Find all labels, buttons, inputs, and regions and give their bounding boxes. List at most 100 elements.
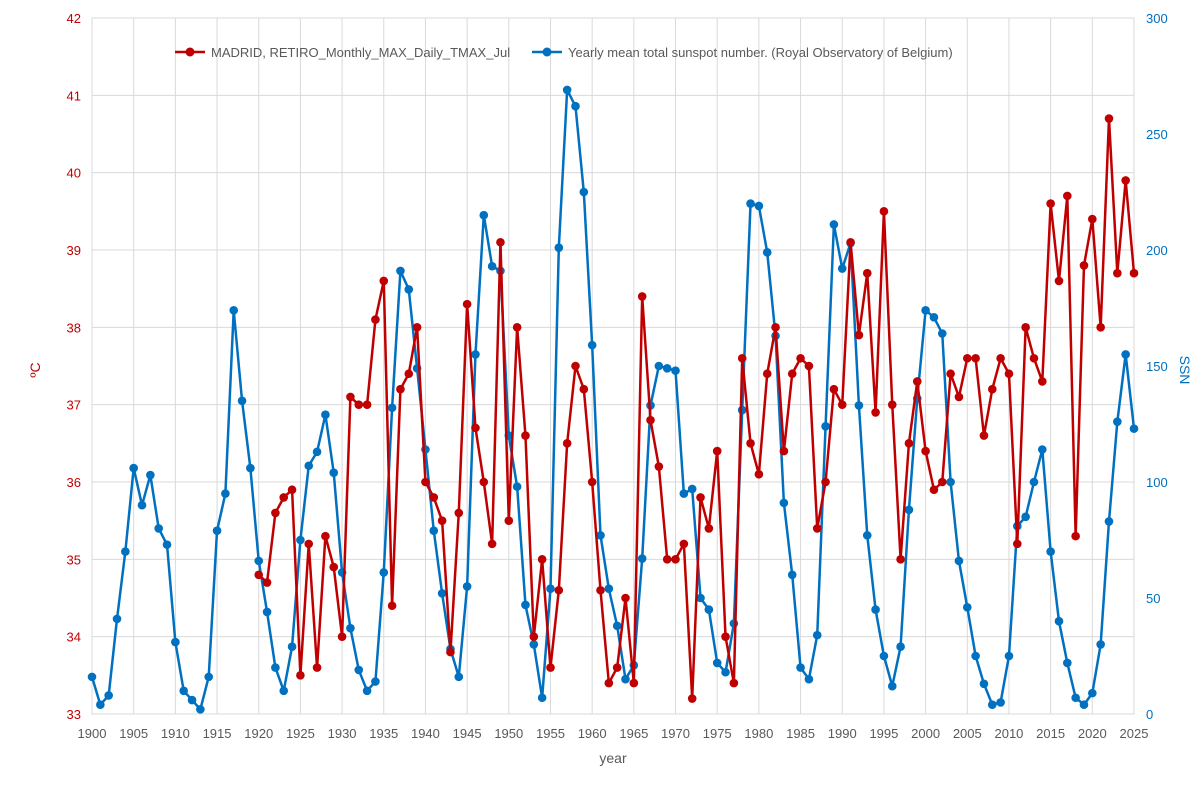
data-point-sunspots [237,396,247,406]
data-point-temperature [587,477,597,487]
data-point-sunspots [287,642,297,652]
data-point-sunspots [121,547,130,556]
left-tick-label: 42 [67,11,81,26]
data-point-sunspots [954,556,964,566]
data-point-temperature [912,377,922,386]
x-tick-label: 1965 [619,726,648,741]
data-point-sunspots [621,674,630,684]
data-point-sunspots [612,621,622,631]
right-axis-ticks: 0 50 100 150 200 250 300 [1146,11,1168,722]
data-point-temperature [854,330,864,340]
data-point-sunspots [996,698,1005,707]
data-point-temperature [521,431,530,440]
data-point-temperature [996,353,1005,363]
x-tick-label: 2010 [994,726,1023,741]
data-point-temperature [779,446,789,456]
data-point-temperature [596,585,605,595]
data-point-sunspots [1096,640,1105,649]
data-point-temperature [812,524,822,533]
data-point-temperature [821,477,830,487]
data-point-temperature [404,369,414,379]
data-point-temperature [554,585,564,595]
data-point-sunspots [521,600,530,610]
data-point-temperature [354,400,364,409]
data-point-sunspots [762,248,772,257]
data-point-sunspots [487,261,497,271]
data-point-sunspots [362,686,372,696]
data-point-temperature [1096,323,1105,332]
data-point-temperature [971,353,980,363]
data-point-temperature [446,647,455,657]
data-point-temperature [312,663,322,672]
data-point-sunspots [604,584,614,594]
legend-label-sunspots: Yearly mean total sunspot number. (Royal… [568,45,953,60]
data-point-sunspots [804,674,814,684]
data-point-sunspots [562,85,572,95]
data-point-sunspots [329,468,339,478]
right-tick-label: 0 [1146,707,1153,722]
data-point-temperature [1054,276,1064,286]
data-point-sunspots [471,350,480,359]
x-tick-label: 1945 [453,726,482,741]
data-point-sunspots [87,672,97,682]
data-point-temperature [1021,323,1030,332]
data-point-temperature [1029,353,1039,363]
data-point-sunspots [704,605,714,614]
data-point-sunspots [554,243,564,252]
data-point-temperature [771,323,780,332]
data-point-temperature [254,570,264,580]
data-point-temperature [1013,539,1022,549]
x-tick-label: 2025 [1120,726,1149,741]
data-point-sunspots [296,535,305,545]
data-point-sunspots [1004,651,1014,661]
left-tick-label: 40 [67,166,81,181]
data-point-temperature [737,353,747,363]
legend-marker-sunspots [542,47,552,57]
data-point-sunspots [1046,547,1055,556]
x-tick-label: 1935 [369,726,398,741]
x-tick-label: 2015 [1036,726,1065,741]
data-point-sunspots [462,582,472,591]
data-point-sunspots [304,461,314,471]
data-point-sunspots [737,405,747,415]
data-point-temperature [262,578,272,587]
data-point-sunspots [946,477,955,487]
data-point-sunspots [896,642,905,652]
data-point-temperature [579,384,589,394]
data-point-temperature [479,477,489,487]
data-point-temperature [329,562,339,572]
data-point-temperature [629,678,639,688]
left-tick-label: 41 [67,88,81,103]
data-point-sunspots [479,210,489,220]
data-point-temperature [1104,114,1114,123]
data-point-temperature [462,299,472,309]
data-point-temperature [904,439,914,448]
data-point-sunspots [779,498,789,508]
data-point-temperature [846,237,855,247]
data-point-temperature [871,408,880,417]
data-point-temperature [1079,261,1089,270]
data-point-sunspots [379,568,389,577]
data-point-temperature [921,446,930,456]
data-point-sunspots [279,686,289,696]
left-tick-label: 35 [67,552,81,567]
data-point-sunspots [171,637,180,647]
data-point-temperature [562,439,572,448]
data-point-sunspots [129,463,138,473]
data-point-temperature [279,493,289,502]
data-point-sunspots [812,630,822,640]
data-point-temperature [512,323,522,332]
data-point-sunspots [871,605,880,614]
data-point-temperature [1113,268,1122,278]
legend-item-sunspots: Yearly mean total sunspot number. (Royal… [532,45,953,60]
data-point-sunspots [1113,417,1122,426]
data-point-sunspots [512,482,522,491]
data-point-sunspots [829,220,839,229]
data-point-temperature [571,361,580,371]
data-point-temperature [287,485,297,495]
data-point-temperature [1121,176,1130,185]
data-point-temperature [371,315,380,324]
x-tick-label: 1915 [203,726,232,741]
